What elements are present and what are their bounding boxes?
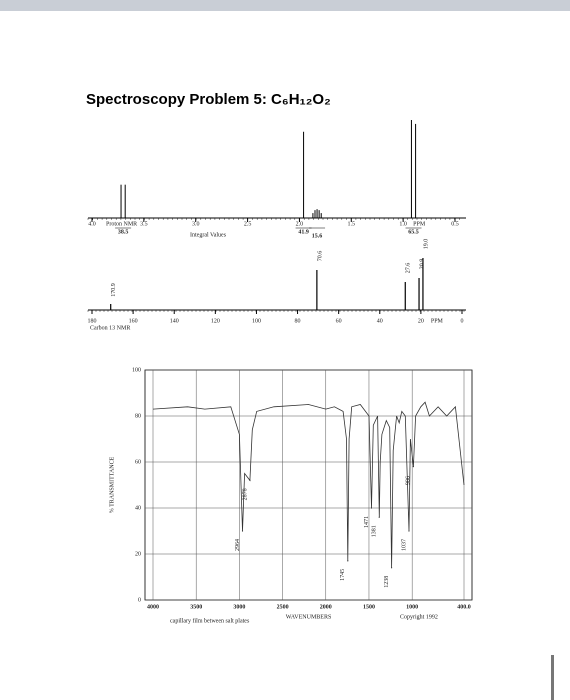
tick-label: 1500 — [363, 604, 375, 610]
peak-label: 1238 — [384, 576, 390, 588]
unit-label: PPM — [431, 318, 444, 324]
spectrum-label: Proton NMR — [106, 221, 137, 227]
peak-label: 1745 — [340, 569, 346, 581]
tick-label: 3500 — [190, 604, 202, 610]
tick-label: 400.0 — [457, 604, 471, 610]
tick-label: 80 — [295, 318, 301, 324]
tick-label: 1.5 — [348, 221, 356, 227]
tick-label: 4.0 — [88, 221, 96, 227]
copyright: Copyright 1992 — [400, 614, 438, 620]
tick-label: 3000 — [233, 604, 245, 610]
tick-label: 100 — [252, 318, 261, 324]
peak-label: 986 — [406, 476, 412, 485]
tick-label: 4000 — [147, 604, 159, 610]
top-bar — [0, 0, 570, 11]
tick-label: 20 — [418, 318, 424, 324]
integral-value: 65.5 — [408, 229, 419, 235]
ir-spectrum — [152, 401, 465, 568]
tick-label: 60 — [135, 459, 141, 465]
note: capillary film between salt plates — [170, 617, 250, 624]
tick-label: 40 — [135, 505, 141, 511]
peak-marker — [241, 530, 244, 532]
tick-label: 1.0 — [399, 221, 407, 227]
tick-label: 3.5 — [140, 221, 148, 227]
tick-label: 2500 — [277, 604, 289, 610]
tick-label: 2.5 — [244, 221, 252, 227]
integral-label: Integral Values — [190, 232, 227, 238]
tick-label: 2.0 — [296, 221, 304, 227]
scrollbar — [551, 655, 554, 700]
peak-label: 1381 — [372, 525, 378, 537]
tick-label: 100 — [132, 367, 141, 373]
peak-marker — [370, 507, 373, 509]
tick-label: 2000 — [320, 604, 332, 610]
integral-value: 41.9 — [298, 229, 309, 235]
integral-value: 38.5 — [118, 229, 129, 235]
peak-marker — [378, 516, 380, 518]
integral-value: 15.6 — [312, 233, 323, 239]
peak-label: 27.6 — [406, 263, 412, 274]
peak-marker — [249, 479, 251, 481]
tick-label: 1000 — [406, 604, 418, 610]
axis-title: % TRANSMITTANCE — [109, 456, 115, 513]
tick-label: 160 — [129, 318, 138, 324]
axis-title: WAVENUMBERS — [286, 614, 332, 620]
tick-label: 20 — [135, 551, 141, 557]
tick-label: 120 — [211, 318, 220, 324]
tick-label: 0 — [461, 318, 464, 324]
peak-marker — [408, 530, 410, 532]
unit-label: PPM — [413, 221, 426, 227]
peak-marker — [412, 466, 414, 468]
peak-label: 19.0 — [423, 239, 429, 250]
peak-label: 170.9 — [111, 283, 117, 297]
tick-label: 40 — [377, 318, 383, 324]
peak-label: 2964 — [235, 539, 241, 551]
tick-label: 180 — [88, 318, 97, 324]
page-title: Spectroscopy Problem 5: C₆H₁₂O₂ — [86, 91, 331, 108]
tick-label: 80 — [135, 413, 141, 419]
tick-label: 60 — [336, 318, 342, 324]
tick-label: 0.5 — [451, 221, 459, 227]
peak-label: 1471 — [364, 516, 370, 528]
peak-marker — [347, 560, 349, 562]
spectrum-label: Carbon 13 NMR — [90, 325, 130, 331]
peak-label: 2878 — [242, 488, 248, 500]
peak-label: 1037 — [401, 539, 407, 551]
peak-marker — [391, 567, 393, 569]
tick-label: 140 — [170, 318, 179, 324]
tick-label: 0 — [138, 597, 141, 603]
tick-label: 3.0 — [192, 221, 200, 227]
peak-label: 70.6 — [317, 251, 323, 262]
